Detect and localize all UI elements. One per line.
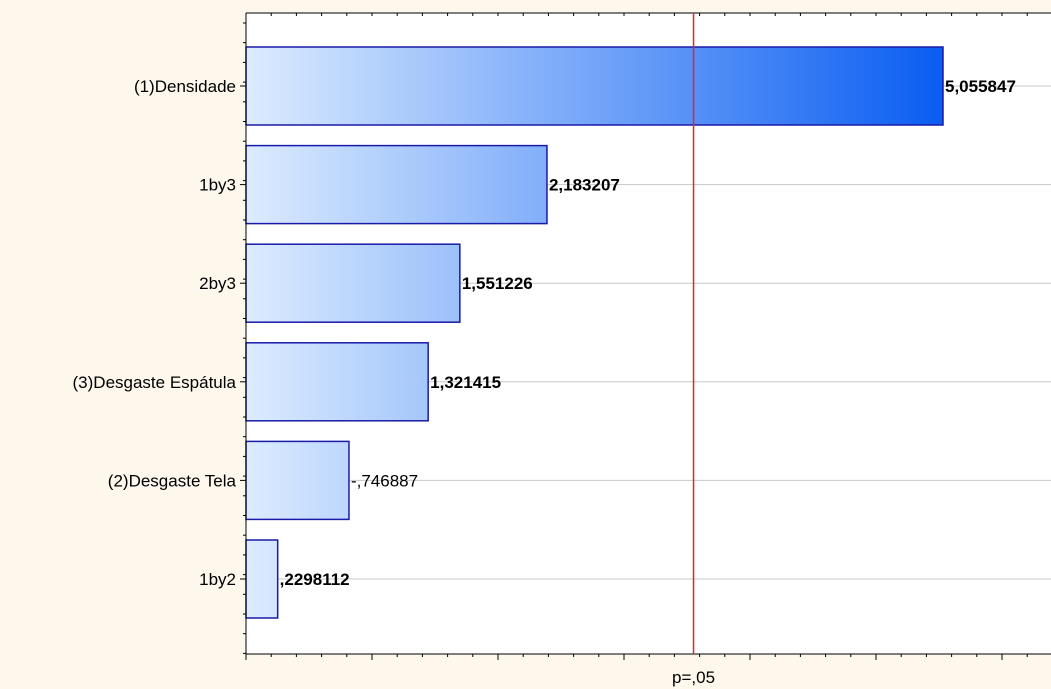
value-label: 2,183207: [549, 176, 620, 195]
bar: [245, 243, 461, 323]
category-label: 1by3: [199, 176, 236, 195]
category-label: 2by3: [199, 274, 236, 293]
value-label: 1,321415: [430, 373, 501, 392]
category-label: 1by2: [199, 570, 236, 589]
bar: [245, 342, 429, 422]
significance-label: p=,05: [672, 668, 715, 687]
value-label: ,2298112: [280, 570, 350, 589]
bar: [245, 539, 279, 619]
bar: [245, 144, 548, 225]
category-label: (3)Desgaste Espátula: [73, 373, 237, 392]
bar: [245, 46, 944, 126]
bar: [245, 440, 350, 521]
value-label: -,746887: [351, 471, 418, 490]
value-label: 5,055847: [945, 77, 1016, 96]
value-label: 1,551226: [462, 274, 533, 293]
category-label: (1)Densidade: [134, 77, 236, 96]
category-label: (2)Desgaste Tela: [108, 471, 237, 490]
